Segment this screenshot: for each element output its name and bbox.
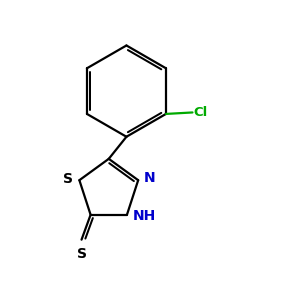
Text: S: S [63, 172, 73, 186]
Text: NH: NH [132, 209, 155, 223]
Text: Cl: Cl [194, 106, 208, 119]
Text: N: N [143, 171, 155, 185]
Text: S: S [76, 247, 86, 261]
